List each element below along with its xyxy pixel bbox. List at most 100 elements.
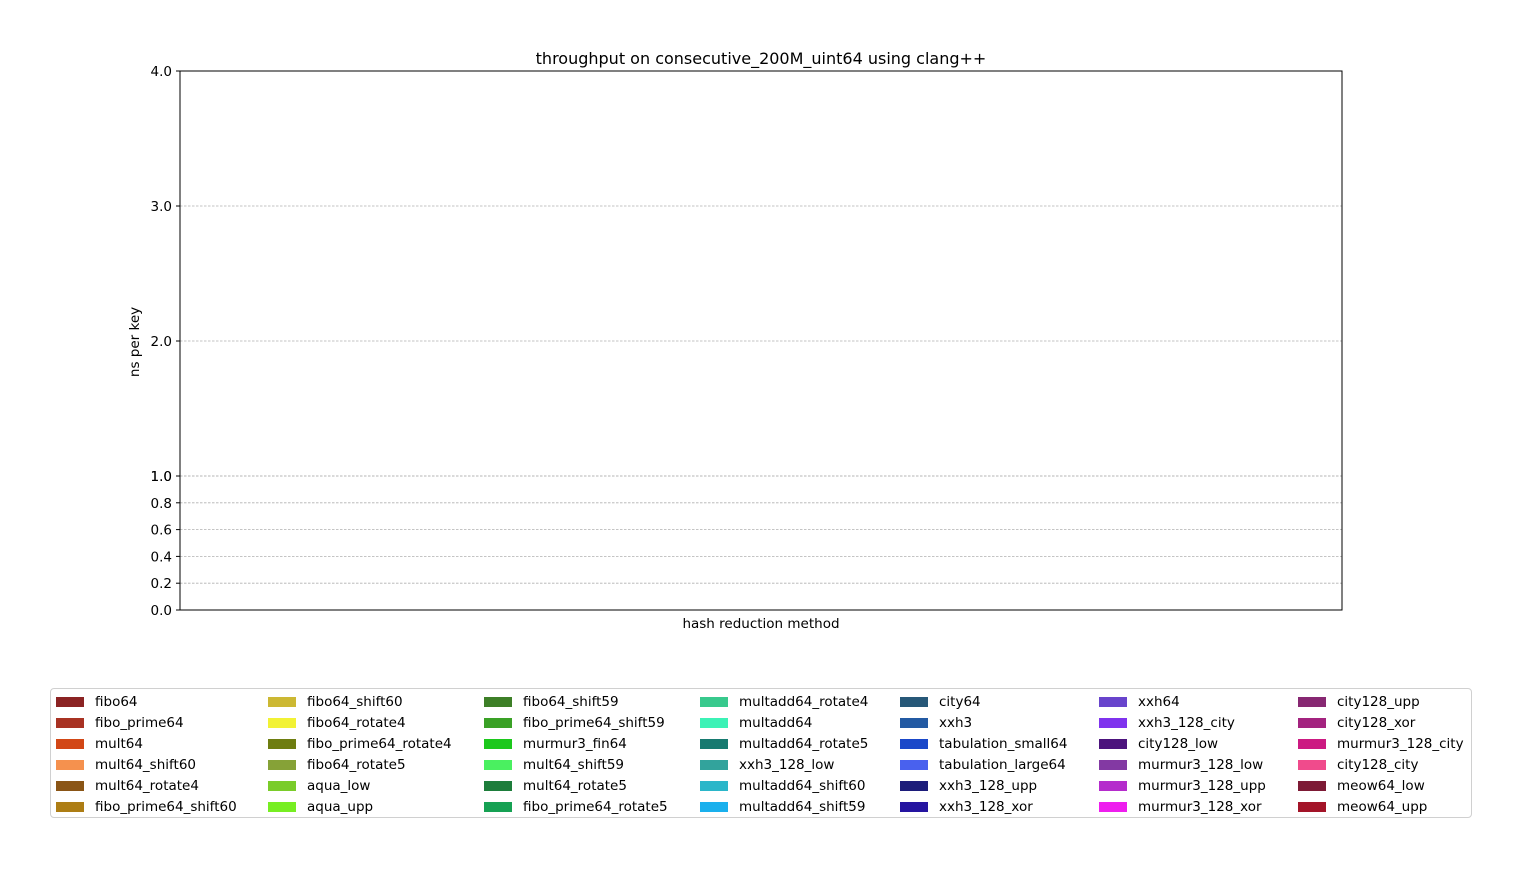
- legend-swatch: [900, 738, 928, 749]
- y-tick-label: 0.8: [151, 496, 172, 512]
- legend-item: city128_low: [1099, 733, 1218, 754]
- legend-item: meow64_low: [1298, 775, 1425, 796]
- legend-swatch: [1298, 696, 1326, 707]
- legend-swatch: [1298, 717, 1326, 728]
- legend-swatch: [484, 801, 512, 812]
- y-axis-label: ns per key: [127, 307, 143, 377]
- legend-swatch: [484, 780, 512, 791]
- legend-item: fibo64: [56, 691, 138, 712]
- y-tick-label: 2.0: [151, 334, 172, 350]
- legend-item: murmur3_128_city: [1298, 733, 1464, 754]
- legend-label: fibo64_shift60: [307, 693, 403, 710]
- legend-item: city128_city: [1298, 754, 1418, 775]
- legend-swatch: [484, 738, 512, 749]
- legend-item: tabulation_large64: [900, 754, 1066, 775]
- legend-label: fibo_prime64_rotate5: [523, 798, 668, 815]
- legend-label: murmur3_128_xor: [1138, 798, 1262, 815]
- legend-swatch: [484, 696, 512, 707]
- legend-item: mult64_rotate4: [56, 775, 199, 796]
- legend-label: fibo64_shift59: [523, 693, 619, 710]
- legend-label: xxh3_128_xor: [939, 798, 1033, 815]
- legend-label: tabulation_large64: [939, 756, 1066, 773]
- legend-label: xxh3_128_upp: [939, 777, 1038, 794]
- legend-label: murmur3_128_upp: [1138, 777, 1266, 794]
- legend-label: mult64_rotate4: [95, 777, 199, 794]
- legend-swatch: [56, 717, 84, 728]
- y-tick-label: 1.0: [151, 469, 172, 485]
- legend-item: xxh3_128_xor: [900, 796, 1033, 817]
- legend-swatch: [1099, 780, 1127, 791]
- legend-swatch: [1099, 801, 1127, 812]
- legend-item: xxh64: [1099, 691, 1180, 712]
- chart-title: throughput on consecutive_200M_uint64 us…: [536, 49, 987, 69]
- legend-item: multadd64_shift59: [700, 796, 865, 817]
- legend-item: xxh3_128_low: [700, 754, 834, 775]
- legend-label: aqua_upp: [307, 798, 374, 815]
- legend-item: multadd64: [700, 712, 812, 733]
- legend-item: mult64_shift60: [56, 754, 196, 775]
- legend-swatch: [1099, 738, 1127, 749]
- legend-label: multadd64_shift60: [739, 777, 866, 794]
- legend-label: mult64: [95, 735, 143, 752]
- legend-swatch: [268, 801, 296, 812]
- legend-label: fibo64_rotate4: [307, 714, 406, 731]
- legend-swatch: [268, 738, 296, 749]
- legend-swatch: [700, 759, 728, 770]
- legend-label: fibo64: [95, 693, 138, 710]
- legend-label: multadd64_rotate4: [739, 693, 869, 710]
- legend-item: xxh3_128_upp: [900, 775, 1037, 796]
- legend-item: meow64_upp: [1298, 796, 1427, 817]
- legend-swatch: [1099, 696, 1127, 707]
- legend-label: mult64_rotate5: [523, 777, 627, 794]
- legend-item: murmur3_128_upp: [1099, 775, 1266, 796]
- legend-item: aqua_low: [268, 775, 370, 796]
- legend-swatch: [56, 759, 84, 770]
- legend-item: mult64_rotate5: [484, 775, 627, 796]
- legend-swatch: [484, 717, 512, 728]
- legend-swatch: [56, 801, 84, 812]
- legend-label: xxh3_128_low: [739, 756, 835, 773]
- legend-label: mult64_shift60: [95, 756, 197, 773]
- y-tick-label: 4.0: [151, 64, 172, 80]
- y-tick-label: 1.0: [151, 469, 172, 485]
- legend-label: city128_upp: [1337, 693, 1420, 710]
- legend-label: aqua_low: [307, 777, 371, 794]
- legend-label: fibo_prime64: [95, 714, 184, 731]
- legend-item: city64: [900, 691, 981, 712]
- legend-item: xxh3_128_city: [1099, 712, 1235, 733]
- legend-swatch: [268, 717, 296, 728]
- legend-item: tabulation_small64: [900, 733, 1067, 754]
- legend-label: fibo64_rotate5: [307, 756, 406, 773]
- legend-item: multadd64_rotate5: [700, 733, 868, 754]
- legend-item: fibo64_shift59: [484, 691, 619, 712]
- legend-swatch: [900, 780, 928, 791]
- legend-label: tabulation_small64: [939, 735, 1068, 752]
- legend-item: murmur3_128_low: [1099, 754, 1263, 775]
- legend-label: multadd64: [739, 714, 813, 731]
- legend-item: multadd64_rotate4: [700, 691, 868, 712]
- legend-label: city128_city: [1337, 756, 1419, 773]
- legend-swatch: [900, 717, 928, 728]
- plot-area-frame: [179, 70, 1343, 611]
- y-tick-label: 0.6: [151, 523, 172, 539]
- legend-label: fibo_prime64_rotate4: [307, 735, 452, 752]
- legend-swatch: [1099, 717, 1127, 728]
- legend-swatch: [900, 801, 928, 812]
- legend-label: city128_low: [1138, 735, 1219, 752]
- legend-swatch: [700, 801, 728, 812]
- legend-item: fibo64_rotate4: [268, 712, 406, 733]
- legend-label: city128_xor: [1337, 714, 1416, 731]
- legend-label: murmur3_128_low: [1138, 756, 1264, 773]
- legend-swatch: [268, 696, 296, 707]
- legend-label: city64: [939, 693, 981, 710]
- legend-label: multadd64_rotate5: [739, 735, 869, 752]
- y-tick-label: 0.4: [151, 549, 172, 565]
- legend-label: xxh64: [1138, 693, 1180, 710]
- legend-label: mult64_shift59: [523, 756, 625, 773]
- legend-item: xxh3: [900, 712, 972, 733]
- legend-item: murmur3_fin64: [484, 733, 627, 754]
- legend-swatch: [900, 696, 928, 707]
- legend-item: mult64: [56, 733, 143, 754]
- legend-swatch: [484, 759, 512, 770]
